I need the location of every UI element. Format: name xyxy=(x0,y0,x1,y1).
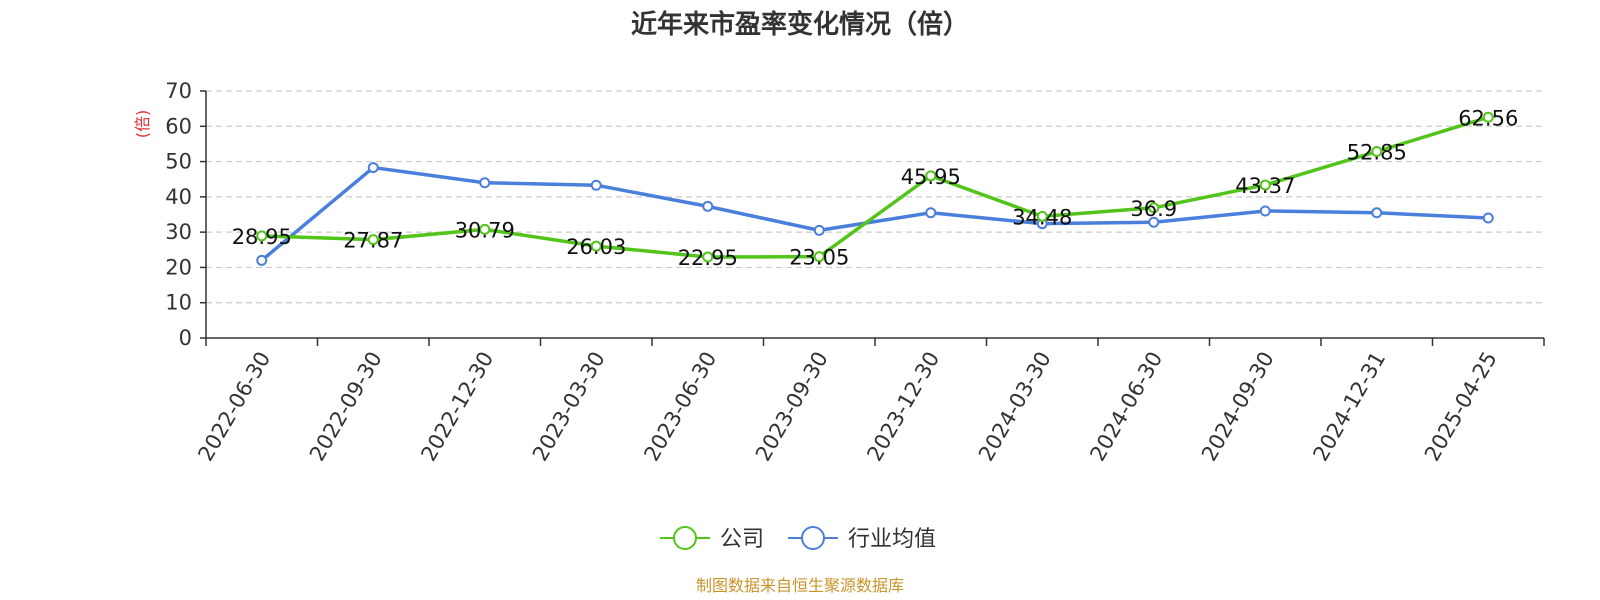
data-point[interactable] xyxy=(1482,212,1494,224)
y-axis-label: (倍) xyxy=(133,110,152,139)
legend-marker xyxy=(673,526,697,550)
axes xyxy=(200,90,1545,346)
x-tick-label: 2024-03-30 xyxy=(974,348,1056,466)
x-tick-label: 2022-12-30 xyxy=(416,348,498,466)
y-tick-label: 30 xyxy=(165,220,192,244)
x-tick-label: 2023-12-30 xyxy=(862,348,944,466)
data-point[interactable] xyxy=(1259,205,1271,217)
series-line xyxy=(260,165,1489,262)
data-point[interactable] xyxy=(702,251,714,263)
y-tick-label: 50 xyxy=(165,150,192,174)
data-point[interactable] xyxy=(367,234,379,246)
x-tick-label: 2023-03-30 xyxy=(528,348,610,466)
x-tick-label: 2022-06-30 xyxy=(193,348,275,466)
legend-label: 行业均值 xyxy=(848,527,936,552)
data-point[interactable] xyxy=(479,223,491,235)
legend-label: 公司 xyxy=(720,527,764,552)
data-point[interactable] xyxy=(590,179,602,191)
data-point[interactable] xyxy=(1482,111,1494,123)
legend-item[interactable]: 行业均值 xyxy=(788,526,936,552)
x-tick-label: 2023-06-30 xyxy=(639,348,721,466)
data-point[interactable] xyxy=(256,230,268,242)
data-label: 62.56 xyxy=(1458,106,1518,130)
data-point[interactable] xyxy=(925,170,937,182)
y-tick-label: 40 xyxy=(165,185,192,209)
y-tick-labels: 0 10 20 30 40 50 60 70 xyxy=(165,79,192,350)
x-tick-label: 2024-12-31 xyxy=(1308,348,1390,466)
x-tick-label: 2025-04-25 xyxy=(1420,348,1502,466)
data-point[interactable] xyxy=(367,162,379,174)
x-tick-label: 2023-09-30 xyxy=(751,348,833,466)
y-tick-label: 20 xyxy=(165,255,192,279)
data-point[interactable] xyxy=(702,200,714,212)
legend-marker xyxy=(801,526,825,550)
data-label: 36.9 xyxy=(1130,197,1177,221)
data-point[interactable] xyxy=(1371,146,1383,158)
y-tick-label: 10 xyxy=(165,291,192,315)
legend[interactable]: 公司 行业均值 xyxy=(660,526,936,552)
x-tick-label: 2024-06-30 xyxy=(1085,348,1167,466)
legend-item[interactable]: 公司 xyxy=(660,526,764,552)
x-tick-labels: 2022-06-30 2022-09-30 2022-12-30 2023-03-30… xyxy=(193,348,1501,466)
data-point[interactable] xyxy=(1259,179,1271,191)
data-label: 26.03 xyxy=(566,235,626,259)
data-label: 22.95 xyxy=(678,246,738,270)
data-label: 43.37 xyxy=(1235,174,1295,198)
x-tick-label: 2022-09-30 xyxy=(305,348,387,466)
data-label: 30.79 xyxy=(455,218,515,242)
series-group: 28.95 27.87 30.79 26.03 22.95 23.05 45.95 34.48… xyxy=(232,106,1519,270)
data-label: 23.05 xyxy=(789,246,849,270)
data-point[interactable] xyxy=(1148,216,1160,228)
data-point[interactable] xyxy=(813,224,825,236)
data-label: 45.95 xyxy=(901,165,961,189)
data-point[interactable] xyxy=(590,240,602,252)
data-label: 27.87 xyxy=(343,229,403,253)
data-point[interactable] xyxy=(1148,202,1160,214)
data-point[interactable] xyxy=(479,177,491,189)
series-line xyxy=(261,115,1489,259)
x-tick-label: 2024-09-30 xyxy=(1197,348,1279,466)
data-point[interactable] xyxy=(925,207,937,219)
chart-title: 近年来市盈率变化情况（倍） xyxy=(631,9,969,40)
data-label: 52.85 xyxy=(1347,141,1407,165)
data-source-note: 制图数据来自恒生聚源数据库 xyxy=(696,576,904,595)
data-point[interactable] xyxy=(1371,207,1383,219)
data-label: 34.48 xyxy=(1012,205,1072,229)
data-point[interactable] xyxy=(1036,210,1048,222)
grid-lines xyxy=(206,90,1544,304)
y-tick-label: 70 xyxy=(165,79,192,103)
data-label: 28.95 xyxy=(232,225,292,249)
data-point[interactable] xyxy=(813,251,825,263)
data-point[interactable] xyxy=(256,254,268,266)
y-tick-label: 60 xyxy=(165,114,192,138)
y-tick-label: 0 xyxy=(179,326,192,350)
